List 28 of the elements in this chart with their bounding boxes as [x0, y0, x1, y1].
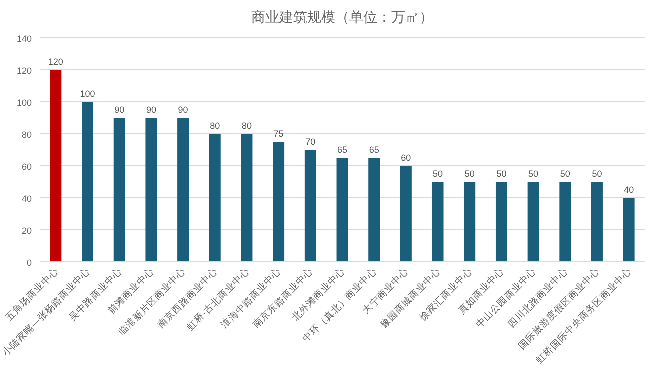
data-label: 70	[306, 137, 316, 147]
chart-title: 商业建筑规模（单位：万㎡）	[252, 9, 434, 25]
data-label: 75	[274, 129, 284, 139]
data-label: 120	[48, 57, 64, 67]
y-tick-label: 80	[22, 130, 32, 140]
y-tick-label: 140	[16, 34, 32, 44]
y-tick-label: 0	[26, 258, 32, 268]
data-label: 100	[80, 89, 96, 99]
data-label: 50	[464, 169, 475, 179]
y-tick-label: 20	[22, 226, 32, 236]
y-tick-label: 100	[16, 98, 32, 108]
data-label: 40	[624, 185, 634, 195]
data-label: 50	[433, 169, 444, 179]
data-label: 50	[528, 169, 539, 179]
data-label: 90	[114, 105, 125, 115]
y-tick-label: 60	[22, 162, 32, 172]
data-label: 90	[146, 105, 156, 115]
data-label: 50	[560, 169, 570, 179]
data-label: 65	[337, 145, 348, 155]
data-label: 80	[210, 121, 220, 131]
data-label: 50	[592, 169, 602, 179]
y-tick-label: 40	[22, 194, 32, 204]
y-tick-label: 120	[16, 66, 32, 76]
data-label: 90	[178, 105, 188, 115]
data-label: 50	[496, 169, 507, 179]
data-label: 80	[242, 121, 252, 131]
data-label: 65	[369, 145, 380, 155]
data-label: 60	[401, 153, 412, 163]
